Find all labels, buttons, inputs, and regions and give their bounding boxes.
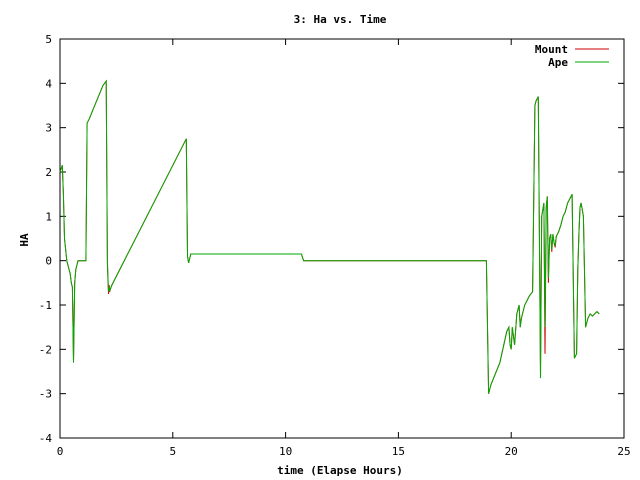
y-tick-label: 1 — [45, 210, 52, 223]
chart-title: 3: Ha vs. Time — [294, 13, 387, 26]
y-tick-label: 3 — [45, 122, 52, 135]
x-tick-label: 5 — [169, 445, 176, 458]
series-line-mount — [59, 79, 600, 394]
series-line-ape — [59, 79, 600, 394]
y-tick-label: -2 — [39, 343, 52, 356]
y-tick-label: -3 — [39, 388, 52, 401]
plot-frame — [59, 38, 625, 439]
y-tick-label: 5 — [45, 33, 52, 46]
x-tick-label: 20 — [505, 445, 518, 458]
series-layer — [59, 79, 600, 394]
y-tick-label: 0 — [45, 255, 52, 268]
x-tick-label: 25 — [617, 445, 630, 458]
y-tick-label: 4 — [45, 77, 52, 90]
x-tick-label: 15 — [392, 445, 405, 458]
y-tick-label: -4 — [39, 432, 53, 445]
y-tick-label: 2 — [45, 166, 52, 179]
x-tick-label: 10 — [279, 445, 292, 458]
axes: 0 5 10 15 20 25 -4 -3 -2 -1 0 1 2 3 4 5 — [39, 33, 631, 458]
y-axis-label: HA — [18, 233, 31, 247]
y-tick-label: -1 — [39, 299, 52, 312]
x-tick-label: 0 — [57, 445, 64, 458]
legend-label-ape: Ape — [548, 56, 568, 69]
x-axis-label: time (Elapse Hours) — [277, 464, 403, 477]
legend-label-mount: Mount — [535, 43, 568, 56]
